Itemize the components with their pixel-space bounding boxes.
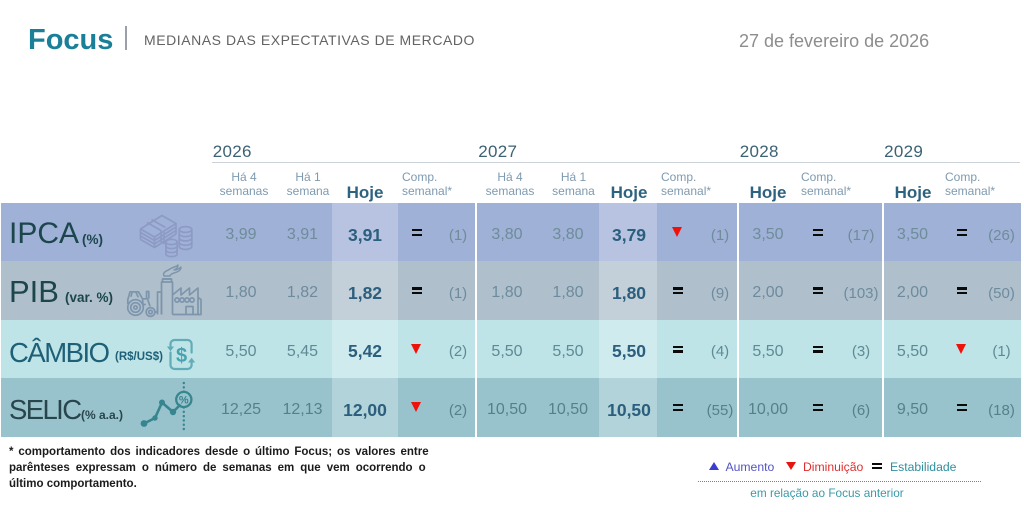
svg-text:$: $ bbox=[176, 345, 187, 367]
svg-text:%: % bbox=[179, 395, 189, 407]
